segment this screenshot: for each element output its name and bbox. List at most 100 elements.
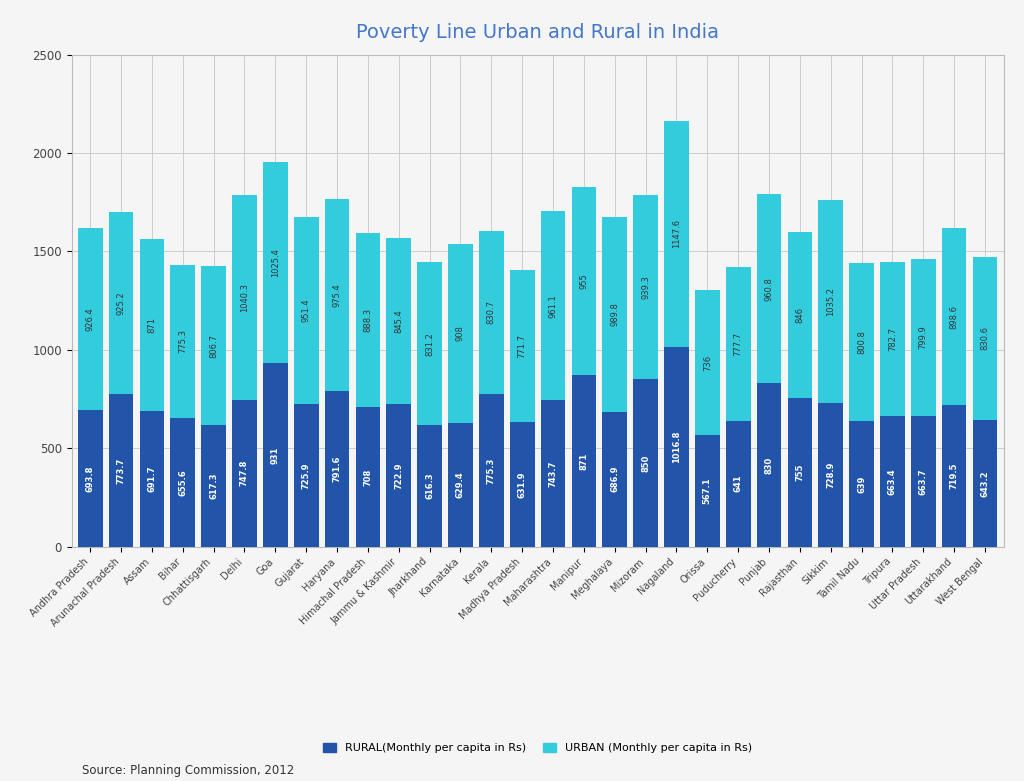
Text: 831.2: 831.2 <box>425 332 434 355</box>
Bar <box>263 162 288 363</box>
Text: 771.7: 771.7 <box>518 334 526 358</box>
Bar <box>139 239 164 411</box>
Text: 1040.3: 1040.3 <box>240 283 249 312</box>
Text: 686.9: 686.9 <box>610 465 620 492</box>
Text: 871: 871 <box>580 452 589 469</box>
Bar <box>602 216 627 412</box>
Bar <box>355 408 380 547</box>
Bar <box>232 400 257 547</box>
Text: 728.9: 728.9 <box>826 462 836 488</box>
Text: 806.7: 806.7 <box>209 333 218 358</box>
Text: 629.4: 629.4 <box>456 472 465 498</box>
Text: 846: 846 <box>796 307 805 323</box>
Legend: RURAL(Monthly per capita in Rs), URBAN (Monthly per capita in Rs): RURAL(Monthly per capita in Rs), URBAN (… <box>318 738 757 758</box>
Text: 773.7: 773.7 <box>117 458 126 483</box>
Text: 1035.2: 1035.2 <box>826 287 836 316</box>
Text: 755: 755 <box>796 464 805 481</box>
Text: 925.2: 925.2 <box>117 291 126 316</box>
Bar <box>510 423 535 547</box>
Text: 693.8: 693.8 <box>86 465 94 491</box>
Bar <box>202 425 226 547</box>
Bar <box>757 383 781 547</box>
Bar <box>78 228 102 410</box>
Bar <box>602 412 627 547</box>
Bar <box>849 421 873 547</box>
Text: 1016.8: 1016.8 <box>672 430 681 463</box>
Bar <box>695 435 720 547</box>
Bar <box>849 263 873 421</box>
Bar <box>633 194 658 380</box>
Bar <box>417 262 442 426</box>
Bar <box>726 420 751 547</box>
Bar <box>355 233 380 408</box>
Text: 871: 871 <box>147 317 157 333</box>
Bar <box>541 211 565 401</box>
Text: 663.7: 663.7 <box>919 468 928 494</box>
Bar <box>973 420 997 547</box>
Bar <box>973 257 997 420</box>
Text: 782.7: 782.7 <box>888 327 897 351</box>
Bar <box>726 267 751 420</box>
Bar <box>202 266 226 425</box>
Text: 908: 908 <box>456 326 465 341</box>
Text: 747.8: 747.8 <box>240 460 249 487</box>
Bar <box>170 265 196 418</box>
Text: 830.6: 830.6 <box>981 326 989 351</box>
Bar <box>818 199 843 403</box>
Text: 643.2: 643.2 <box>981 470 989 497</box>
Text: 791.6: 791.6 <box>333 455 342 482</box>
Bar <box>294 216 318 404</box>
Text: 799.9: 799.9 <box>919 326 928 349</box>
Text: 641: 641 <box>733 475 742 493</box>
Text: 567.1: 567.1 <box>702 477 712 505</box>
Bar <box>325 391 349 547</box>
Bar <box>818 403 843 547</box>
Text: 951.4: 951.4 <box>302 298 310 322</box>
Text: 775.3: 775.3 <box>486 457 496 483</box>
Bar <box>757 194 781 383</box>
Text: 775.3: 775.3 <box>178 330 187 353</box>
Text: 888.3: 888.3 <box>364 308 373 332</box>
Bar <box>263 363 288 547</box>
Bar <box>541 401 565 547</box>
Bar <box>386 238 411 405</box>
Bar <box>139 411 164 547</box>
Title: Poverty Line Urban and Rural in India: Poverty Line Urban and Rural in India <box>356 23 719 42</box>
Text: 800.8: 800.8 <box>857 330 866 354</box>
Text: 719.5: 719.5 <box>949 462 958 489</box>
Bar <box>665 121 689 347</box>
Text: 691.7: 691.7 <box>147 465 157 492</box>
Text: 830.7: 830.7 <box>486 301 496 324</box>
Text: 961.1: 961.1 <box>549 294 557 318</box>
Bar <box>571 376 596 547</box>
Bar <box>109 394 133 547</box>
Bar <box>942 405 967 547</box>
Text: 939.3: 939.3 <box>641 275 650 299</box>
Bar <box>911 259 936 416</box>
Bar <box>386 405 411 547</box>
Bar <box>417 426 442 547</box>
Text: 736: 736 <box>702 355 712 371</box>
Bar <box>510 270 535 423</box>
Bar <box>880 262 905 416</box>
Text: 617.3: 617.3 <box>209 473 218 499</box>
Text: 663.4: 663.4 <box>888 468 897 494</box>
Bar <box>232 194 257 400</box>
Text: 830: 830 <box>765 456 773 473</box>
Bar <box>449 244 473 423</box>
Bar <box>109 212 133 394</box>
Bar <box>787 232 812 398</box>
Bar <box>942 228 967 405</box>
Text: 850: 850 <box>641 455 650 472</box>
Text: 931: 931 <box>270 447 280 464</box>
Bar <box>449 423 473 547</box>
Bar <box>787 398 812 547</box>
Bar <box>170 418 196 547</box>
Text: 845.4: 845.4 <box>394 309 403 333</box>
Bar <box>78 410 102 547</box>
Bar <box>325 199 349 391</box>
Text: 743.7: 743.7 <box>549 460 557 487</box>
Text: 725.9: 725.9 <box>302 462 310 489</box>
Bar <box>571 187 596 376</box>
Bar <box>880 416 905 547</box>
